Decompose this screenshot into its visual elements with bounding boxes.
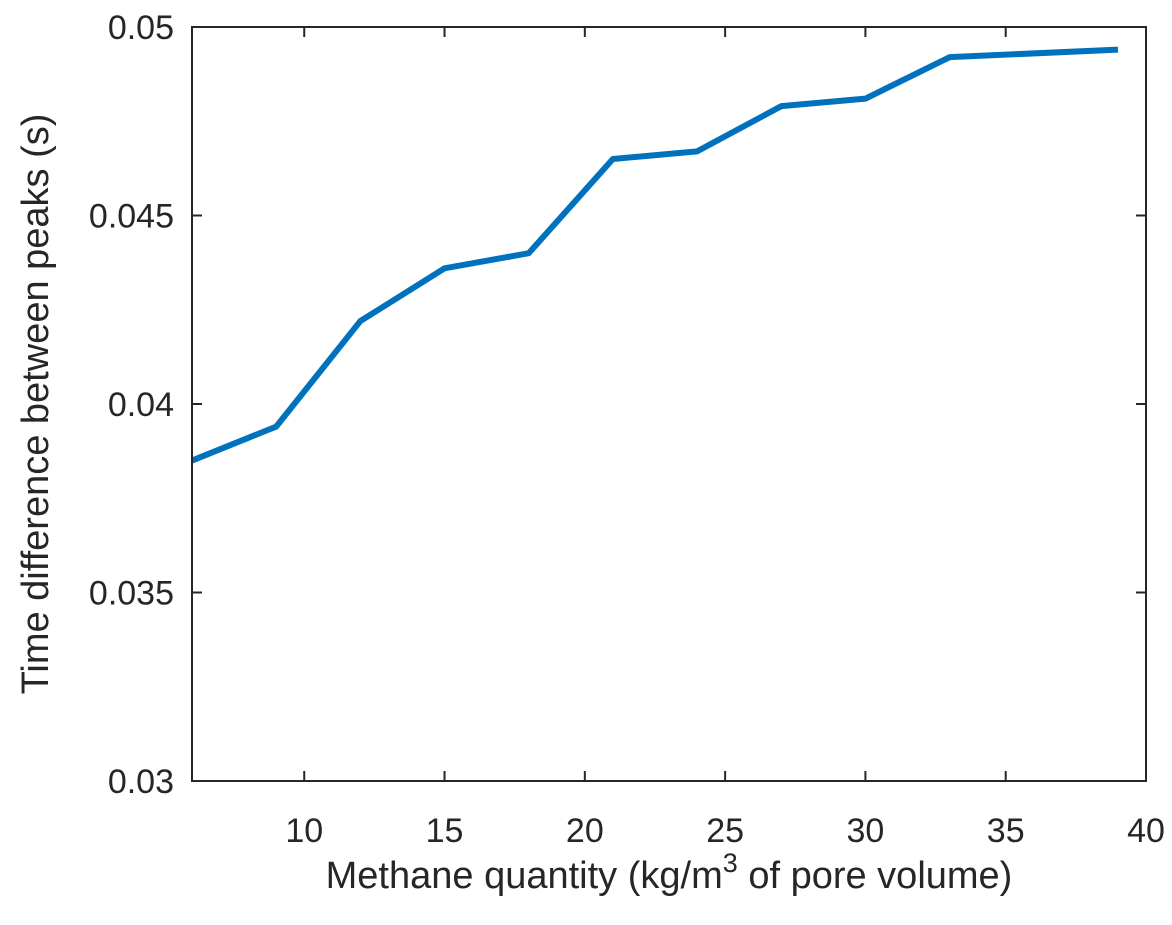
x-axis-label-superscript: 3 (723, 848, 738, 878)
y-tick-label: 0.04 (108, 386, 174, 424)
y-tick-label: 0.045 (89, 198, 174, 236)
x-tick-label: 10 (285, 812, 323, 850)
x-tick-label: 35 (987, 812, 1025, 850)
series-layer (190, 46, 1119, 464)
x-tick-label: 25 (706, 812, 744, 850)
y-tick-label: 0.035 (89, 575, 174, 613)
x-tick-label: 30 (846, 812, 884, 850)
plot-area-background (192, 27, 1146, 781)
x-tick-label: 20 (566, 812, 604, 850)
x-tick-label: 15 (426, 812, 464, 850)
series-line (190, 46, 1119, 464)
y-tick-label: 0.05 (108, 9, 174, 47)
y-tick-label: 0.03 (108, 763, 174, 801)
x-tick-label: 40 (1127, 812, 1165, 850)
x-axis-label: Methane quantity (kg/m3 of pore volume) (326, 848, 1013, 897)
tick-layer: 10 15 20 25 30 35 40 0.03 0.035 0.04 0.045 0.05 (89, 9, 1165, 850)
y-axis-label: Time difference between peaks (s) (15, 114, 57, 695)
